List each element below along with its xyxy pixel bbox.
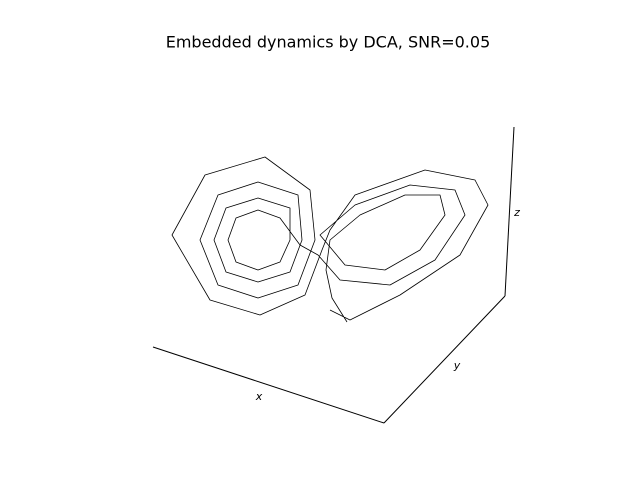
y-axis: [383, 295, 506, 424]
z-axis-label: z: [513, 206, 520, 219]
chart-title: Embedded dynamics by DCA, SNR=0.05: [166, 33, 491, 52]
y-axis-label: y: [453, 359, 461, 372]
x-axis-label: x: [255, 390, 263, 403]
z-axis: [504, 126, 515, 297]
trajectory: [171, 156, 489, 323]
x-axis: [152, 346, 385, 424]
